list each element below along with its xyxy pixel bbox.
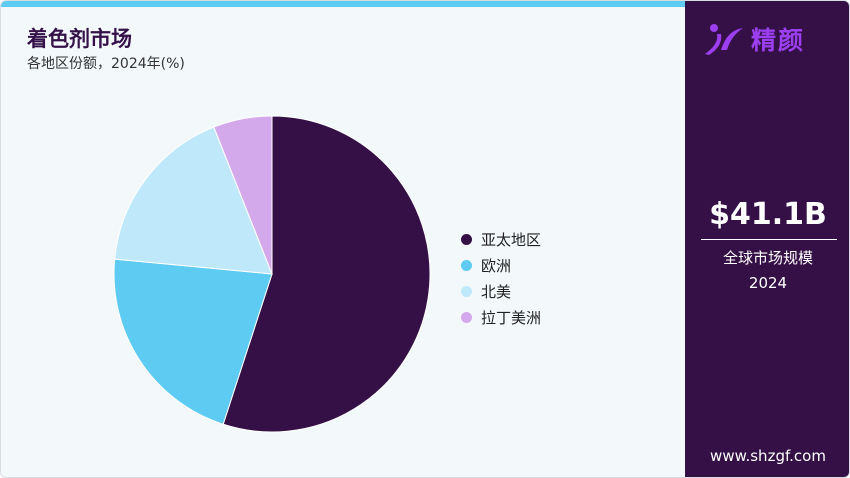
legend-swatch <box>461 285 472 297</box>
logo-icon <box>705 24 743 55</box>
legend-item: 欧洲 <box>461 252 541 278</box>
chart-subtitle: 各地区份额，2024年(%) <box>27 56 185 72</box>
website-link[interactable]: www.shzgf.com <box>710 447 826 465</box>
market-size-value: $41.1B <box>709 197 827 232</box>
market-size-label: 全球市场规模 <box>722 249 813 267</box>
legend-label: 亚太地区 <box>481 230 542 249</box>
pie-slice-1 <box>113 258 273 425</box>
brand-logo: 精颜 <box>701 21 805 57</box>
legend-item: 北美 <box>461 278 541 304</box>
logo-text: 精颜 <box>751 26 806 55</box>
pie-slice-2 <box>114 126 273 275</box>
chart-title: 着色剂市场 <box>27 27 132 51</box>
divider <box>701 239 837 240</box>
legend-swatch <box>461 311 472 323</box>
legend-item: 拉丁美洲 <box>461 304 541 330</box>
market-size-year: 2024 <box>748 274 788 292</box>
accent-bar <box>1 1 685 7</box>
pie-chart <box>113 115 431 433</box>
legend-item: 亚太地区 <box>461 226 541 252</box>
legend-swatch <box>461 259 472 271</box>
legend-label: 拉丁美洲 <box>481 308 542 327</box>
pie-slice-3 <box>213 115 273 275</box>
pie-slice-0 <box>222 115 431 433</box>
legend-swatch <box>461 233 472 245</box>
legend-label: 北美 <box>481 282 512 301</box>
legend: 亚太地区欧洲北美拉丁美洲 <box>461 226 541 330</box>
legend-label: 欧洲 <box>481 256 512 275</box>
